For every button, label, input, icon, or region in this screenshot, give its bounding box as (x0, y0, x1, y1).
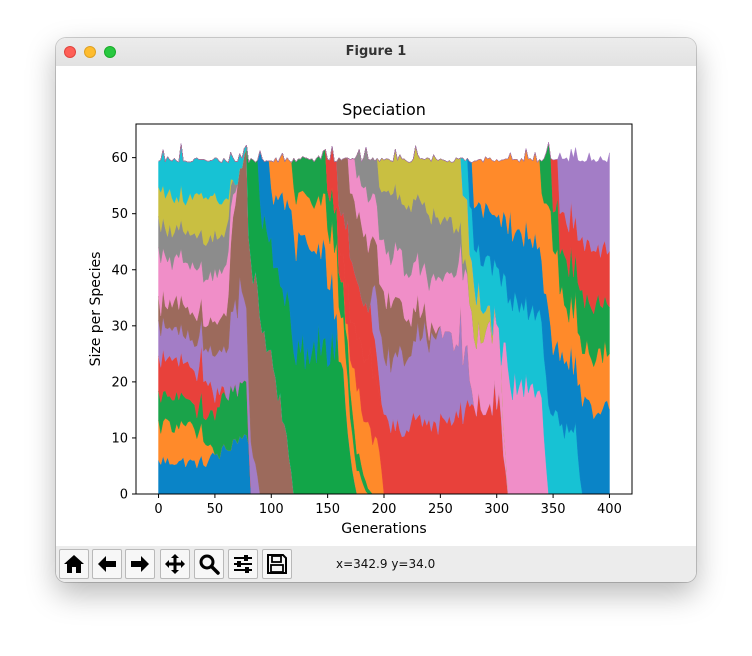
arrow-left-icon (98, 556, 116, 572)
y-tick-label: 50 (111, 207, 128, 222)
floppy-disk-icon (267, 554, 287, 574)
x-axis-label: Generations (341, 521, 426, 537)
y-axis-label: Size per Species (88, 252, 104, 367)
cursor-coordinates: x=342.9 y=34.0 (336, 557, 436, 571)
back-button[interactable] (92, 549, 122, 579)
save-button[interactable] (262, 549, 292, 579)
y-tick-label: 10 (111, 431, 128, 446)
x-tick-label: 350 (541, 502, 566, 517)
configure-subplots-button[interactable] (228, 549, 258, 579)
chart-title: Speciation (342, 100, 426, 119)
magnifier-icon (199, 554, 220, 575)
area-series-group (158, 142, 610, 494)
forward-button[interactable] (125, 549, 155, 579)
x-tick-label: 400 (597, 502, 622, 517)
home-button[interactable] (59, 549, 89, 579)
zoom-button[interactable] (194, 549, 224, 579)
species-area-1 (158, 433, 610, 494)
x-tick-label: 0 (154, 502, 162, 517)
home-icon (64, 555, 84, 573)
y-axis-ticks: 0 10 20 30 40 50 60 (111, 151, 136, 503)
x-tick-label: 250 (428, 502, 453, 517)
x-axis-ticks: 0 50 100 150 200 250 300 350 400 (154, 494, 622, 517)
species-area-29 (158, 142, 610, 258)
species-area-6 (158, 148, 610, 494)
y-tick-label: 30 (111, 319, 128, 334)
move-icon (165, 554, 185, 574)
title-bar: Figure 1 (56, 38, 696, 67)
y-tick-label: 0 (120, 488, 128, 503)
x-tick-label: 200 (372, 502, 397, 517)
x-tick-label: 100 (259, 502, 284, 517)
x-tick-label: 50 (207, 502, 224, 517)
x-tick-label: 150 (315, 502, 340, 517)
figure-window: Figure 1 0 50 100 150 200 250 300 350 400 0 10 20 3… (56, 38, 696, 582)
window-title: Figure 1 (345, 44, 407, 59)
zoom-window-button[interactable] (104, 46, 116, 58)
navigation-toolbar: x=342.9 y=34.0 (56, 546, 696, 582)
species-area-10 (158, 143, 610, 494)
arrow-right-icon (131, 556, 149, 572)
chart: 0 50 100 150 200 250 300 350 400 0 10 20 30 40 50 60 S… (88, 100, 633, 537)
pan-button[interactable] (160, 549, 190, 579)
y-tick-label: 60 (111, 151, 128, 166)
y-tick-label: 20 (111, 375, 128, 390)
close-button[interactable] (64, 46, 76, 58)
sliders-icon (234, 555, 252, 573)
x-tick-label: 300 (484, 502, 509, 517)
figure-canvas[interactable]: 0 50 100 150 200 250 300 350 400 0 10 20 30 40 50 60 S… (56, 66, 696, 546)
y-tick-label: 40 (111, 263, 128, 278)
minimize-button[interactable] (84, 46, 96, 58)
